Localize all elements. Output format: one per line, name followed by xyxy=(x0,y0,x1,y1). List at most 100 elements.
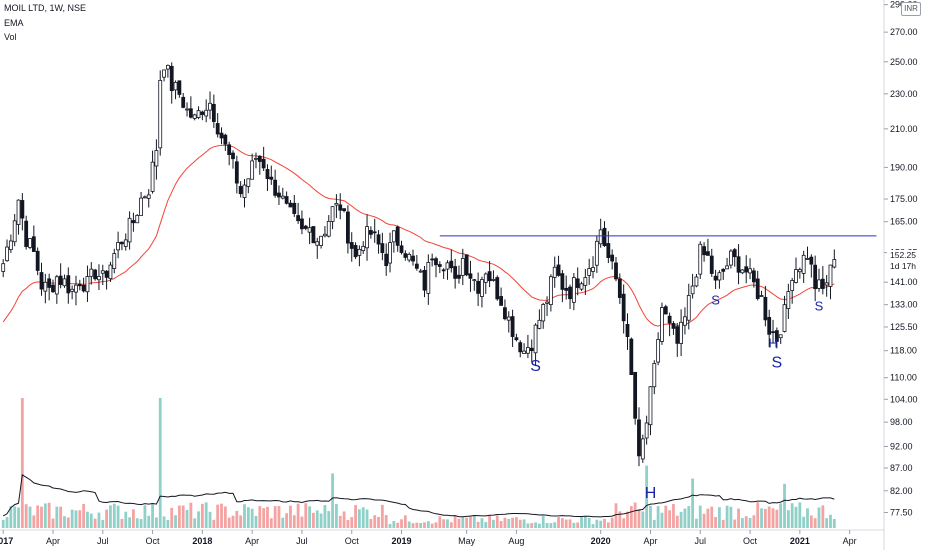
candle[interactable] xyxy=(384,243,389,276)
candle[interactable] xyxy=(614,256,618,282)
candle[interactable] xyxy=(617,273,622,304)
candle[interactable] xyxy=(698,241,703,279)
candle[interactable] xyxy=(315,237,320,259)
candle[interactable] xyxy=(441,268,446,279)
candle[interactable] xyxy=(813,255,818,302)
candle[interactable] xyxy=(372,218,377,243)
candle[interactable] xyxy=(100,264,105,286)
candle[interactable] xyxy=(81,277,86,293)
candle[interactable] xyxy=(487,260,492,288)
candle[interactable] xyxy=(165,64,170,78)
candle[interactable] xyxy=(39,262,44,296)
candle[interactable] xyxy=(365,214,369,261)
candle[interactable] xyxy=(196,106,201,120)
candle[interactable] xyxy=(633,371,638,425)
candle[interactable] xyxy=(449,249,454,273)
candle[interactable] xyxy=(721,268,726,280)
candle[interactable] xyxy=(227,141,232,166)
candle[interactable] xyxy=(1,259,6,278)
candle[interactable] xyxy=(663,304,668,315)
candle[interactable] xyxy=(759,290,764,298)
candle[interactable] xyxy=(219,127,224,145)
candle[interactable] xyxy=(637,407,641,467)
candle[interactable] xyxy=(652,360,657,395)
candle[interactable] xyxy=(319,235,323,249)
candle[interactable] xyxy=(70,285,75,300)
candle[interactable] xyxy=(610,249,615,270)
candle[interactable] xyxy=(414,254,419,271)
candle[interactable] xyxy=(564,275,569,300)
candle[interactable] xyxy=(472,278,477,291)
head-annotation[interactable]: H xyxy=(768,335,777,350)
candle[interactable] xyxy=(388,232,392,273)
candle[interactable] xyxy=(817,268,821,292)
candle[interactable] xyxy=(280,187,285,200)
candle[interactable] xyxy=(801,250,806,283)
candle[interactable] xyxy=(223,133,228,151)
candle[interactable] xyxy=(629,337,634,376)
candle[interactable] xyxy=(16,199,21,235)
candle[interactable] xyxy=(483,272,488,294)
candle[interactable] xyxy=(345,205,350,254)
candle[interactable] xyxy=(368,226,373,239)
candle[interactable] xyxy=(185,102,189,117)
candle[interactable] xyxy=(548,274,553,312)
candle[interactable] xyxy=(62,274,67,288)
candle[interactable] xyxy=(740,269,745,275)
candle[interactable] xyxy=(139,191,143,216)
candle[interactable] xyxy=(602,221,607,247)
candle[interactable] xyxy=(162,69,166,82)
candle[interactable] xyxy=(514,333,519,342)
candle[interactable] xyxy=(58,263,63,289)
candle[interactable] xyxy=(338,193,343,220)
candle[interactable] xyxy=(215,113,220,138)
candle[interactable] xyxy=(35,247,40,276)
candle[interactable] xyxy=(541,302,546,329)
candle[interactable] xyxy=(437,261,442,274)
candle[interactable] xyxy=(261,146,266,172)
candle[interactable] xyxy=(208,91,212,120)
candle[interactable] xyxy=(265,164,270,192)
candle[interactable] xyxy=(778,334,783,344)
candle[interactable] xyxy=(526,334,530,359)
candle[interactable] xyxy=(510,309,515,347)
candle[interactable] xyxy=(529,339,534,363)
candle[interactable] xyxy=(146,189,151,208)
candle[interactable] xyxy=(254,152,258,169)
candle[interactable] xyxy=(349,232,354,262)
candle[interactable] xyxy=(376,230,381,254)
candle[interactable] xyxy=(468,260,473,292)
candle[interactable] xyxy=(579,281,584,292)
candle[interactable] xyxy=(824,275,829,297)
candle[interactable] xyxy=(177,80,182,98)
candle[interactable] xyxy=(606,231,611,264)
candle[interactable] xyxy=(771,319,775,344)
candle[interactable] xyxy=(250,153,255,180)
candle[interactable] xyxy=(323,226,327,238)
shoulder-annotation[interactable]: S xyxy=(815,298,824,313)
candle[interactable] xyxy=(300,210,304,235)
candle[interactable] xyxy=(403,250,408,261)
candle[interactable] xyxy=(116,231,120,259)
candle[interactable] xyxy=(380,232,385,261)
candle[interactable] xyxy=(407,252,412,263)
candle[interactable] xyxy=(154,139,159,180)
candle[interactable] xyxy=(552,256,557,288)
candle[interactable] xyxy=(453,258,458,289)
candle[interactable] xyxy=(434,256,438,278)
candle[interactable] xyxy=(238,181,243,198)
candle[interactable] xyxy=(575,267,580,296)
candle[interactable] xyxy=(269,165,274,185)
candle[interactable] xyxy=(621,284,626,334)
candle[interactable] xyxy=(284,191,289,205)
candle[interactable] xyxy=(47,273,52,301)
candle[interactable] xyxy=(93,268,98,281)
candle[interactable] xyxy=(234,155,239,194)
candle[interactable] xyxy=(786,283,791,320)
candle[interactable] xyxy=(568,284,572,309)
candle[interactable] xyxy=(675,322,680,357)
candle[interactable] xyxy=(391,230,396,253)
candle[interactable] xyxy=(342,208,346,213)
candle[interactable] xyxy=(587,258,592,285)
